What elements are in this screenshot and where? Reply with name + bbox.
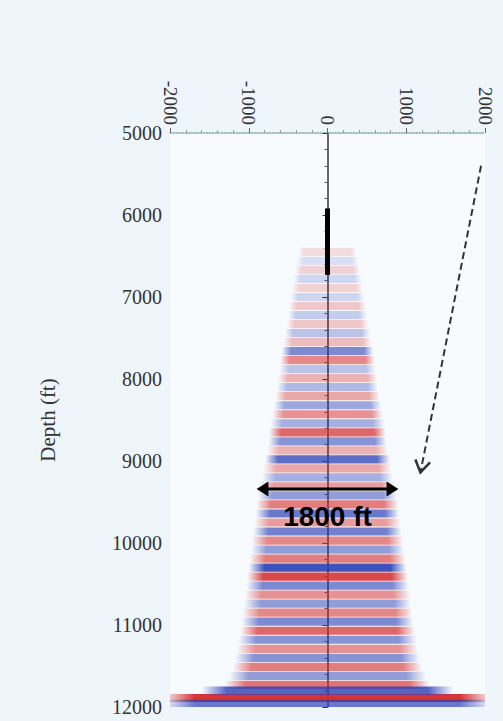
svg-text:1000: 1000 — [396, 87, 417, 125]
svg-text:7000: 7000 — [122, 286, 162, 308]
svg-text:1800 ft: 1800 ft — [283, 501, 372, 532]
svg-text:-2000: -2000 — [160, 81, 181, 125]
svg-text:Depth (ft): Depth (ft) — [36, 378, 60, 461]
svg-text:-1000: -1000 — [238, 81, 259, 125]
svg-text:0: 0 — [317, 116, 338, 126]
svg-text:12000: 12000 — [112, 696, 162, 718]
svg-text:2000: 2000 — [475, 87, 496, 125]
svg-text:10000: 10000 — [112, 532, 162, 554]
svg-text:9000: 9000 — [122, 450, 162, 472]
svg-text:8000: 8000 — [122, 368, 162, 390]
svg-text:11000: 11000 — [113, 614, 162, 636]
svg-text:5000: 5000 — [122, 122, 162, 144]
svg-text:6000: 6000 — [122, 204, 162, 226]
